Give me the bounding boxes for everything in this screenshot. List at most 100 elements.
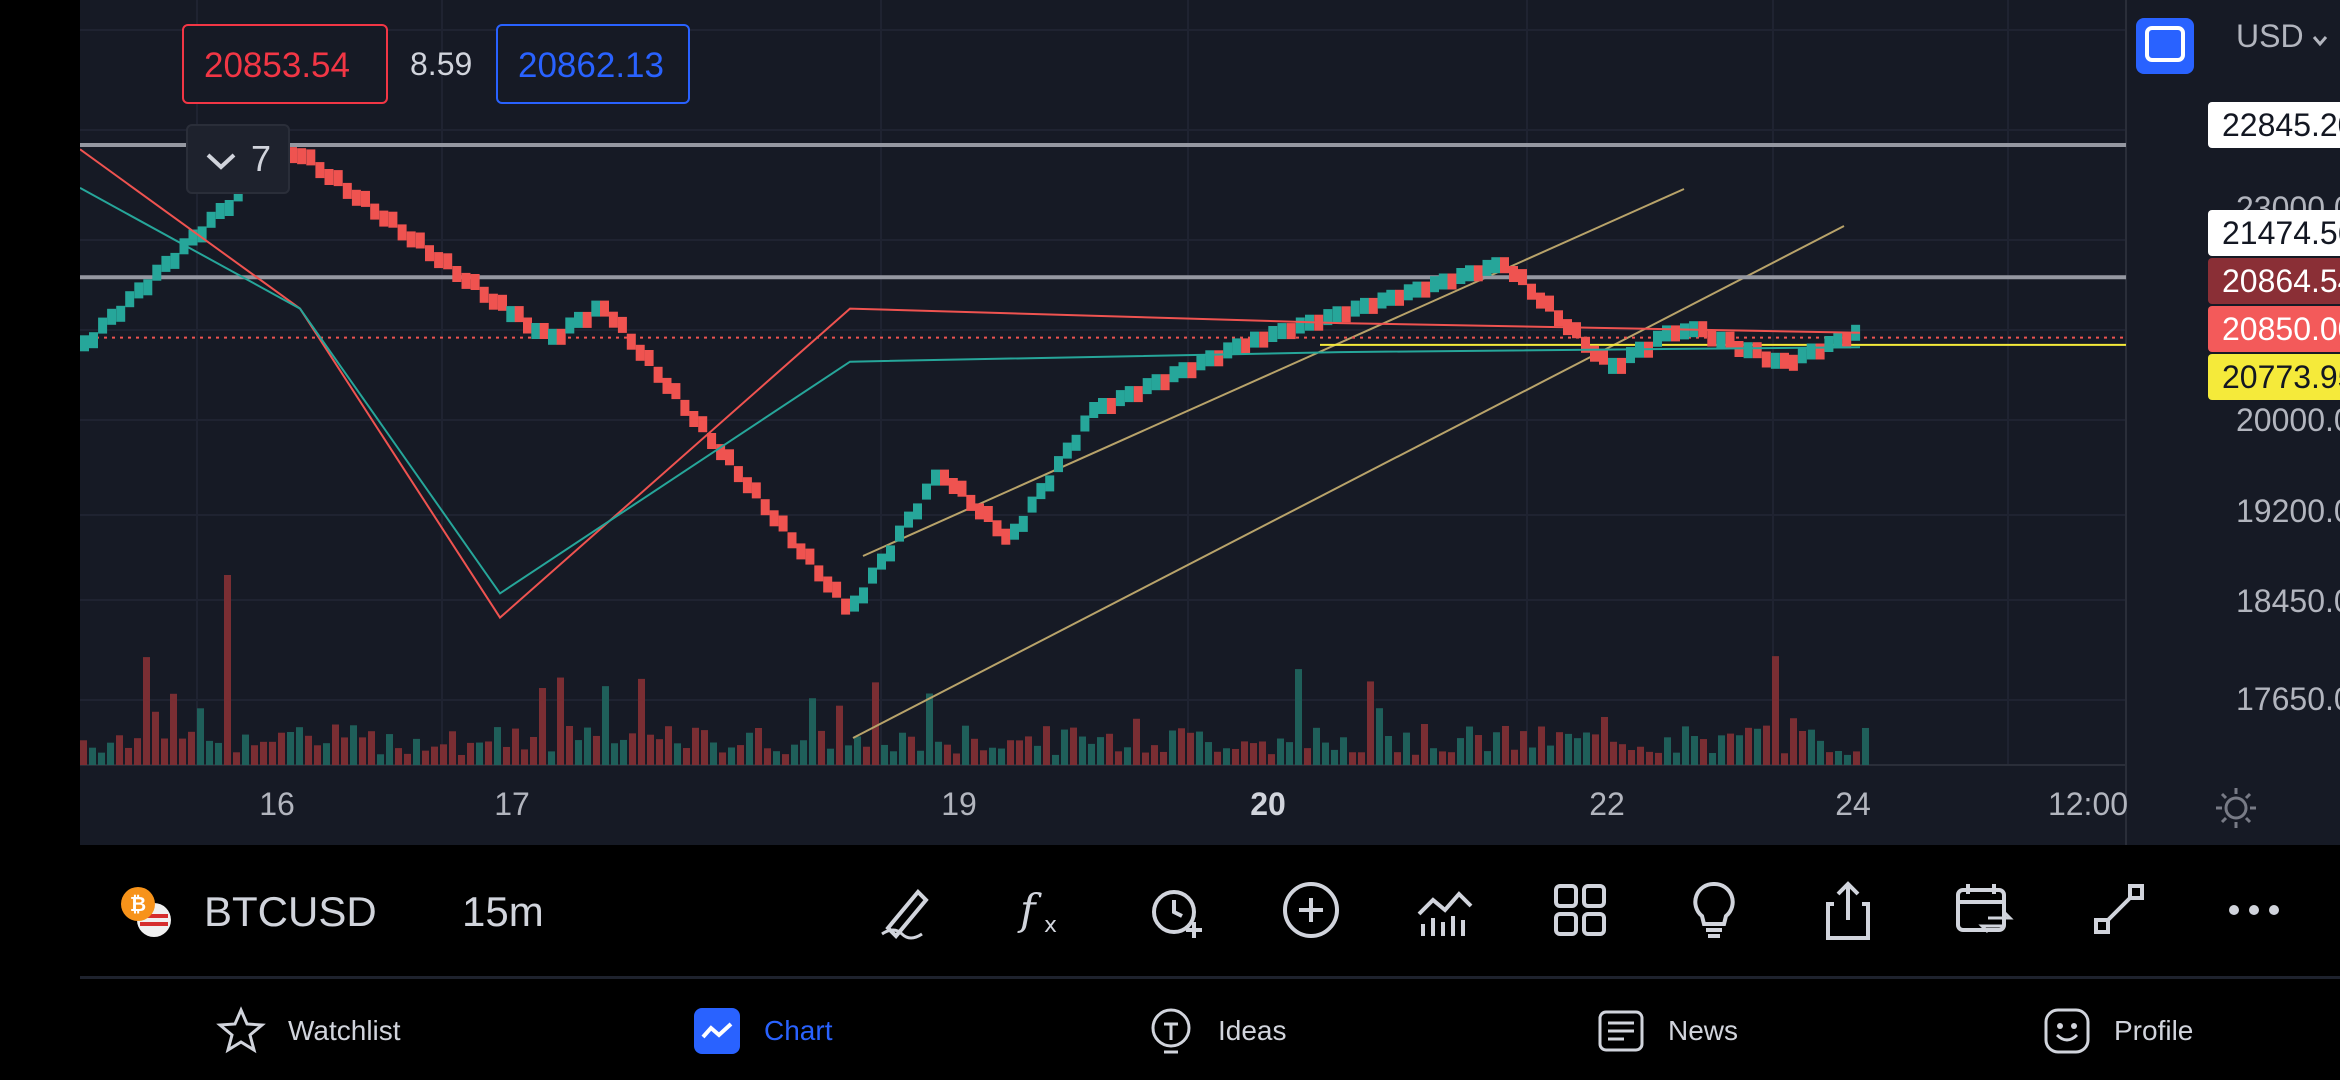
- date-range-icon: [1952, 878, 2016, 947]
- volume-bar: [593, 735, 600, 765]
- date-range-button[interactable]: [1948, 876, 2020, 948]
- volume-bar: [674, 743, 681, 765]
- price-chart[interactable]: [80, 0, 2340, 845]
- volume-bar: [1394, 752, 1401, 765]
- indicators-toggle-button[interactable]: 7: [186, 124, 290, 194]
- drawing-tool-button[interactable]: [870, 876, 942, 948]
- renko-brick: [1447, 273, 1457, 290]
- volume-bar: [1574, 738, 1581, 765]
- volume-bar: [1484, 751, 1491, 765]
- volume-bar: [404, 753, 411, 765]
- renko-brick: [1241, 338, 1251, 355]
- interval-selector[interactable]: 15m: [462, 888, 544, 935]
- volume-bar: [1646, 751, 1653, 765]
- renko-brick: [574, 311, 583, 328]
- volume-bar: [1295, 669, 1302, 765]
- ideas-tool-button[interactable]: [1678, 876, 1750, 948]
- share-button[interactable]: [1812, 876, 1884, 948]
- volume-bar: [737, 745, 744, 765]
- volume-bar: [827, 748, 834, 765]
- volume-bar: [359, 737, 366, 765]
- volume-bar: [278, 732, 285, 765]
- price-axis-label: 17650.00: [2236, 681, 2340, 717]
- renko-brick: [452, 266, 462, 282]
- symbol-name[interactable]: BTCUSD: [204, 888, 377, 935]
- volume-bar: [539, 688, 546, 765]
- volume-bar: [1169, 730, 1176, 765]
- renko-brick: [388, 211, 398, 228]
- add-alert-button[interactable]: [1140, 876, 1212, 948]
- nav-chart[interactable]: Chart: [692, 1003, 832, 1059]
- volume-bar: [1421, 724, 1428, 765]
- volume-bar: [269, 741, 276, 765]
- volume-bar: [1340, 737, 1347, 765]
- volume-bar: [458, 754, 465, 765]
- nav-profile[interactable]: Profile: [2042, 1003, 2193, 1059]
- renko-brick: [1509, 266, 1518, 282]
- stop-line-red: [80, 148, 1861, 620]
- more-button[interactable]: [2218, 876, 2290, 948]
- volume-bar: [251, 745, 258, 765]
- volume-bar: [1106, 733, 1113, 765]
- buy-price-box[interactable]: 20862.13: [496, 24, 690, 104]
- volume-bar: [377, 754, 384, 765]
- renko-brick: [1626, 347, 1635, 364]
- volume-bar: [1718, 735, 1725, 765]
- volume-bar: [431, 746, 438, 765]
- volume-bar: [665, 726, 672, 765]
- volume-bar: [953, 753, 960, 765]
- add-button[interactable]: [1275, 876, 1347, 948]
- renko-brick: [716, 444, 726, 461]
- volume-bar: [125, 747, 132, 765]
- volume-bar: [1808, 729, 1815, 765]
- volume-bar: [89, 747, 96, 765]
- horizontal-lines: [80, 142, 2126, 346]
- chart-pane[interactable]: 20853.54 8.59 20862.13 7 USD 23000.00 20…: [80, 0, 2340, 845]
- nav-news[interactable]: News: [1596, 1003, 1738, 1059]
- renko-brick: [206, 211, 216, 228]
- renko-brick: [170, 252, 180, 269]
- volume-bar: [1025, 736, 1032, 765]
- time-axis-label: 20: [1250, 786, 1286, 822]
- currency-selector[interactable]: USD: [2236, 18, 2328, 55]
- renko-brick: [1824, 336, 1834, 352]
- layout-button[interactable]: [1544, 876, 1616, 948]
- volume-bar: [1673, 752, 1680, 765]
- volume-bar: [1358, 752, 1365, 765]
- renko-brick: [1518, 269, 1527, 286]
- smile-icon: [2042, 1006, 2092, 1056]
- renko-brick: [1662, 325, 1671, 342]
- volume-bar: [1214, 751, 1221, 765]
- volume-bar: [1628, 750, 1635, 765]
- renko-brick: [1133, 386, 1143, 403]
- bitcoin-usd-icon: ₿: [118, 884, 174, 940]
- renko-brick: [434, 252, 444, 269]
- trend-channels: [852, 188, 1845, 739]
- fullscreen-button[interactable]: [2136, 18, 2194, 74]
- renko-brick: [179, 238, 189, 255]
- volume-bar: [926, 693, 933, 765]
- volume-bar: [1268, 754, 1275, 765]
- svg-text:x: x: [1044, 913, 1057, 938]
- renko-brick: [1027, 496, 1037, 513]
- time-axis-label: 24: [1835, 786, 1871, 822]
- renko-brick: [80, 335, 89, 352]
- renko-brick: [514, 306, 524, 323]
- renko-brick: [1062, 442, 1072, 459]
- nav-ideas[interactable]: Ideas: [1146, 1003, 1287, 1059]
- volume-bar: [1565, 733, 1572, 765]
- renko-brick: [644, 350, 654, 366]
- indicators-icon: [1413, 878, 1477, 947]
- volume-bar: [620, 739, 627, 765]
- volume-bar: [881, 744, 888, 765]
- renko-brick: [1223, 342, 1233, 359]
- indicators-button[interactable]: [1409, 876, 1481, 948]
- volume-bar: [1457, 738, 1464, 765]
- line-tool-button[interactable]: [2084, 876, 2156, 948]
- nav-watchlist[interactable]: Watchlist: [216, 1003, 401, 1059]
- renko-brick: [823, 576, 833, 593]
- sell-price-box[interactable]: 20853.54: [182, 24, 388, 104]
- renko-brick: [591, 300, 601, 317]
- theme-toggle-icon[interactable]: [2214, 786, 2258, 835]
